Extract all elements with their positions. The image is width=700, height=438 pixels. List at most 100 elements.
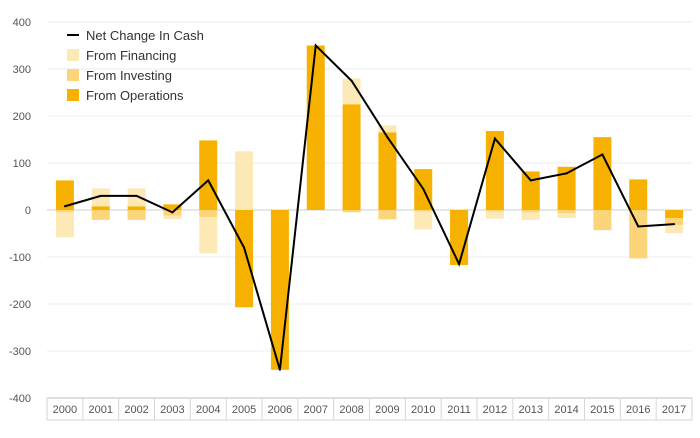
bar-from-operations bbox=[342, 104, 361, 210]
bars bbox=[55, 45, 684, 370]
y-tick-label: 400 bbox=[13, 17, 31, 29]
bar-from-financing bbox=[665, 225, 684, 234]
net-change-point bbox=[637, 225, 640, 228]
bar-from-financing bbox=[557, 213, 576, 218]
legend-label: From Financing bbox=[86, 48, 176, 63]
bar-from-investing bbox=[342, 210, 361, 213]
net-change-point bbox=[278, 368, 281, 371]
net-change-point bbox=[243, 246, 246, 249]
bar-from-financing bbox=[414, 211, 433, 230]
bar-from-investing bbox=[557, 210, 576, 214]
x-tick-label: 2000 bbox=[53, 404, 77, 416]
bar-from-investing bbox=[521, 210, 540, 213]
bar-from-operations bbox=[665, 210, 684, 218]
legend-color-swatch bbox=[67, 89, 79, 101]
bar-from-operations bbox=[199, 140, 218, 210]
y-tick-label: -400 bbox=[9, 393, 31, 405]
x-tick-label: 2005 bbox=[232, 404, 256, 416]
bar-from-investing bbox=[593, 210, 612, 231]
axes: -400 -300 -200 -100 0 100 200 300 400 2000 2001 200… bbox=[9, 17, 693, 421]
net-change-point bbox=[207, 179, 210, 182]
bar-from-financing bbox=[163, 215, 182, 219]
bar-from-investing bbox=[55, 210, 74, 213]
bar-from-financing bbox=[342, 78, 361, 105]
bar-from-operations bbox=[306, 45, 325, 210]
net-change-point bbox=[458, 263, 461, 266]
x-tick-label: 2013 bbox=[519, 404, 543, 416]
bar-from-financing bbox=[378, 125, 397, 133]
x-tick-label: 2008 bbox=[339, 404, 363, 416]
net-change-point bbox=[350, 79, 353, 82]
legend-color-swatch bbox=[67, 69, 79, 81]
legend-label: Net Change In Cash bbox=[86, 28, 204, 43]
net-change-point bbox=[171, 211, 174, 214]
grid bbox=[47, 21, 692, 399]
x-tick-label: 2002 bbox=[124, 404, 148, 416]
net-change-point bbox=[63, 205, 66, 208]
net-change-point bbox=[314, 44, 317, 47]
bar-from-investing bbox=[629, 210, 648, 259]
legend-label: From Operations bbox=[86, 88, 184, 103]
bar-from-financing bbox=[199, 217, 218, 254]
x-tick-label: 2007 bbox=[304, 404, 328, 416]
bar-from-operations bbox=[485, 131, 504, 210]
net-change-point bbox=[135, 194, 138, 197]
bar-from-operations bbox=[521, 171, 540, 210]
x-tick-label: 2011 bbox=[447, 404, 471, 416]
bar-from-financing bbox=[485, 211, 504, 219]
net-change-point bbox=[673, 223, 676, 226]
legend-label: From Investing bbox=[86, 68, 172, 83]
bar-from-financing bbox=[91, 188, 110, 207]
y-tick-label: 100 bbox=[13, 158, 31, 170]
bar-from-financing bbox=[235, 151, 254, 210]
x-tick-label: 2012 bbox=[483, 404, 507, 416]
bar-from-operations bbox=[450, 210, 469, 265]
bar-from-operations bbox=[378, 132, 397, 210]
bar-from-operations bbox=[629, 179, 648, 210]
x-tick-label: 2006 bbox=[268, 404, 292, 416]
bar-from-investing bbox=[199, 210, 218, 218]
bar-from-operations bbox=[55, 180, 74, 210]
x-tick-label: 2004 bbox=[196, 404, 220, 416]
x-tick-label: 2014 bbox=[554, 404, 578, 416]
y-tick-label: 300 bbox=[13, 64, 31, 76]
net-change-point bbox=[493, 137, 496, 140]
bar-from-operations bbox=[163, 204, 182, 210]
net-change-point bbox=[386, 136, 389, 139]
bar-from-financing bbox=[55, 212, 74, 238]
x-tick-label: 2009 bbox=[375, 404, 399, 416]
y-tick-label: -100 bbox=[9, 252, 31, 264]
x-tick-label: 2015 bbox=[590, 404, 614, 416]
net-change-line bbox=[64, 43, 675, 371]
bar-from-operations bbox=[235, 210, 254, 308]
bar-from-investing bbox=[127, 210, 146, 220]
x-tick-label: 2017 bbox=[662, 404, 686, 416]
y-tick-label: -300 bbox=[9, 346, 31, 358]
y-tick-label: 0 bbox=[25, 205, 31, 217]
x-tick-label: 2016 bbox=[626, 404, 650, 416]
net-change-point bbox=[529, 179, 532, 182]
bar-from-investing bbox=[414, 210, 433, 212]
x-tick-label: 2003 bbox=[160, 404, 184, 416]
bar-from-investing bbox=[91, 210, 110, 220]
net-change-line-layer bbox=[63, 43, 676, 371]
bar-from-operations bbox=[593, 137, 612, 210]
bar-from-operations bbox=[91, 206, 110, 210]
net-change-point bbox=[565, 172, 568, 175]
y-tick-label: 200 bbox=[13, 111, 31, 123]
bar-from-operations bbox=[127, 206, 146, 210]
net-change-point bbox=[601, 153, 604, 156]
net-change-point bbox=[422, 187, 425, 190]
x-tick-label: 2001 bbox=[89, 404, 113, 416]
bar-from-investing bbox=[485, 210, 504, 212]
bar-from-financing bbox=[127, 188, 146, 207]
net-change-point bbox=[99, 194, 102, 197]
y-tick-label: -200 bbox=[9, 299, 31, 311]
bar-from-operations bbox=[557, 166, 576, 210]
bar-from-financing bbox=[521, 212, 540, 220]
x-tick-label: 2010 bbox=[411, 404, 435, 416]
bar-from-investing bbox=[665, 217, 684, 226]
bar-from-investing bbox=[378, 210, 397, 220]
